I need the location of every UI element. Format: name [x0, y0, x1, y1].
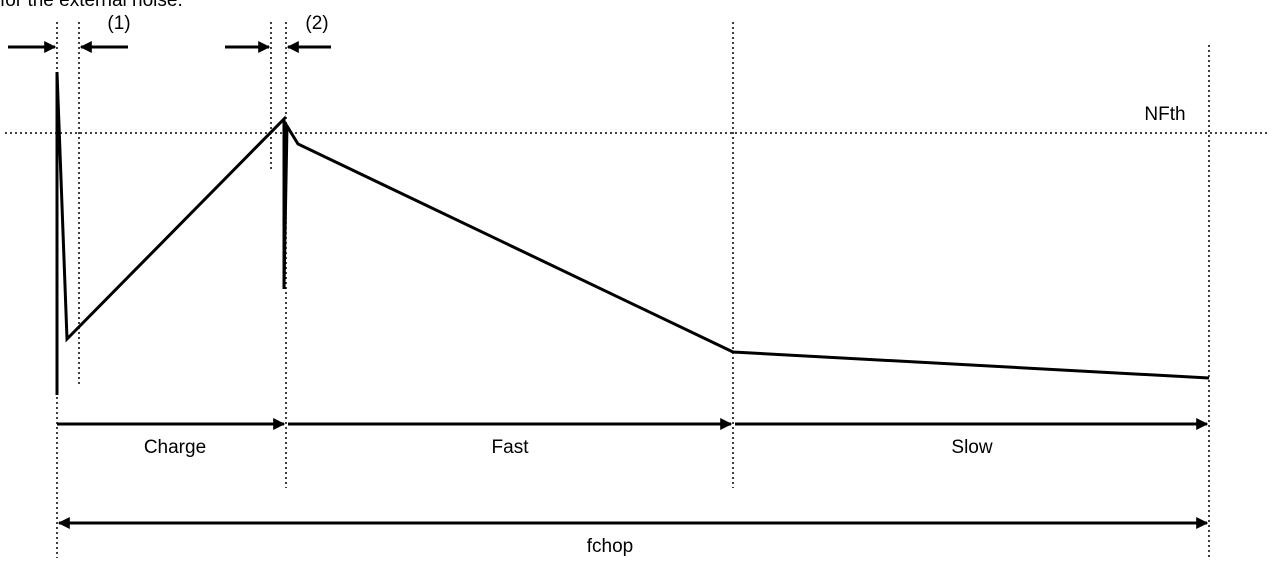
header-text-fragment: for the external noise. [0, 0, 183, 11]
period-label: fchop [587, 536, 633, 557]
threshold-label: NFth [1144, 104, 1185, 125]
phase-fast-label: Fast [492, 437, 530, 458]
current-waveform [55, 71, 1210, 395]
phase-charge-label: Charge [144, 437, 206, 458]
phase-slow-label: Slow [951, 437, 992, 458]
phase-arrows [57, 418, 1209, 529]
marker-1-label: (1) [107, 13, 130, 34]
vertical-guide-lines [56, 22, 1210, 558]
marker-2-label: (2) [305, 13, 328, 34]
